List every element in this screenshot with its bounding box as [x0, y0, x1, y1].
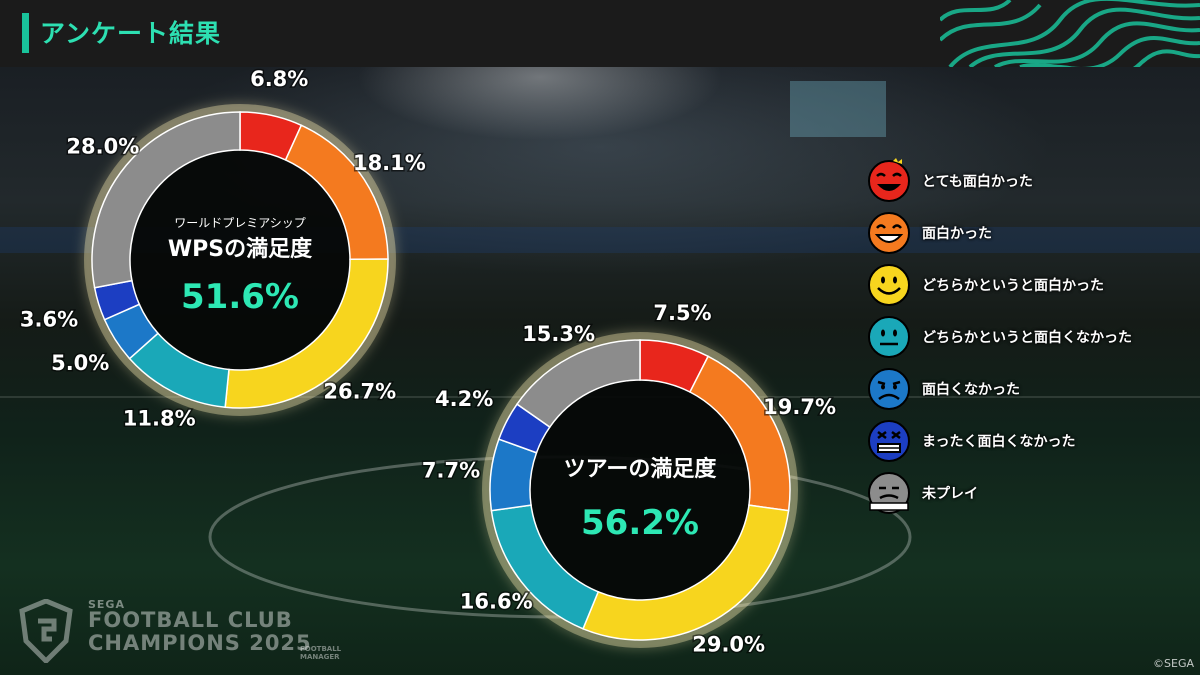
data-label: 18.1%: [353, 151, 426, 175]
data-label: 15.3%: [522, 322, 595, 346]
laughing-face-icon: [868, 212, 910, 254]
chart-center-value: 51.6%: [181, 277, 299, 317]
legend-item: 面白かった: [866, 207, 1132, 259]
neutral-face-icon: [868, 316, 910, 358]
donut-segment: [91, 111, 241, 289]
brand-title-line1: FOOTBALL CLUB: [88, 608, 293, 632]
data-label: 7.7%: [422, 458, 480, 482]
data-label: 19.7%: [763, 395, 836, 419]
donut-glow: [482, 332, 798, 648]
donut-center: [130, 150, 350, 370]
donut-segment: [515, 339, 641, 429]
data-label: 26.7%: [323, 380, 396, 404]
wave-pattern-decoration: [940, 0, 1200, 67]
copyright-text: ©SEGA: [1153, 657, 1194, 670]
legend-label: 面白くなかった: [922, 382, 1020, 398]
chart-center-value: 56.2%: [581, 503, 699, 543]
page-title: アンケート結果: [40, 19, 222, 48]
legend-item: 面白くなかった: [866, 363, 1132, 415]
legend-label: どちらかというと面白かった: [922, 278, 1104, 294]
angry-face-icon: [868, 420, 910, 462]
game-logo: SEGA FOOTBALL CLUB CHAMPIONS 2025 FOOTBA…: [18, 597, 378, 667]
data-label: 4.2%: [435, 387, 493, 411]
bandaged-face-icon: [868, 472, 910, 514]
shield-emblem-icon: [19, 599, 73, 663]
data-label: 6.8%: [250, 67, 308, 91]
smiling-face-icon: [868, 264, 910, 306]
header-accent-bar: [22, 13, 29, 53]
donut-center: [530, 380, 750, 600]
legend-item: どちらかというと面白かった: [866, 259, 1132, 311]
chart-title: WPSの満足度: [168, 236, 313, 262]
legend-label: とても面白かった: [922, 174, 1033, 190]
header-bar: アンケート結果: [0, 0, 1200, 67]
data-label: 7.5%: [653, 301, 711, 325]
data-label: 11.8%: [123, 407, 196, 431]
brand-subline: FOOTBALL MANAGER: [300, 645, 342, 661]
data-label: 16.6%: [460, 590, 533, 614]
legend-item: どちらかというと面白くなかった: [866, 311, 1132, 363]
brand-maker: SEGA: [88, 598, 125, 611]
legend-label: 面白かった: [922, 226, 992, 242]
legend-item: まったく面白くなかった: [866, 415, 1132, 467]
legend-label: まったく面白くなかった: [922, 434, 1076, 450]
donut-chart-2: 7.5% 19.7% 29.0% 16.6% 7.7% 4.2% 15.3% ツアーの満足度 5…: [420, 300, 837, 658]
data-label: 3.6%: [20, 307, 78, 331]
legend: とても面白かった 面白かった どちらかというと面白かった どちらかというと面白く…: [866, 155, 1132, 519]
legend-item: 未プレイ: [866, 467, 1132, 519]
legend-item: とても面白かった: [866, 155, 1132, 207]
data-label: 5.0%: [51, 351, 109, 375]
chart-title: ツアーの満足度: [564, 456, 718, 482]
donut-glow: [84, 104, 396, 416]
brand-title-line2: CHAMPIONS 2025: [88, 631, 312, 655]
legend-label: 未プレイ: [922, 486, 978, 502]
legend-label: どちらかというと面白くなかった: [922, 330, 1132, 346]
chart-subtitle: ワールドプレミアシップ: [174, 216, 306, 230]
data-label: 28.0%: [66, 135, 139, 159]
very-happy-face-icon: [868, 158, 910, 202]
data-label: 29.0%: [692, 632, 765, 656]
frowning-face-icon: [868, 368, 910, 410]
donut-chart-1: 6.8% 18.1% 26.7% 11.8% 5.0% 3.6% 28.0% ワールドプレミア…: [18, 66, 427, 432]
